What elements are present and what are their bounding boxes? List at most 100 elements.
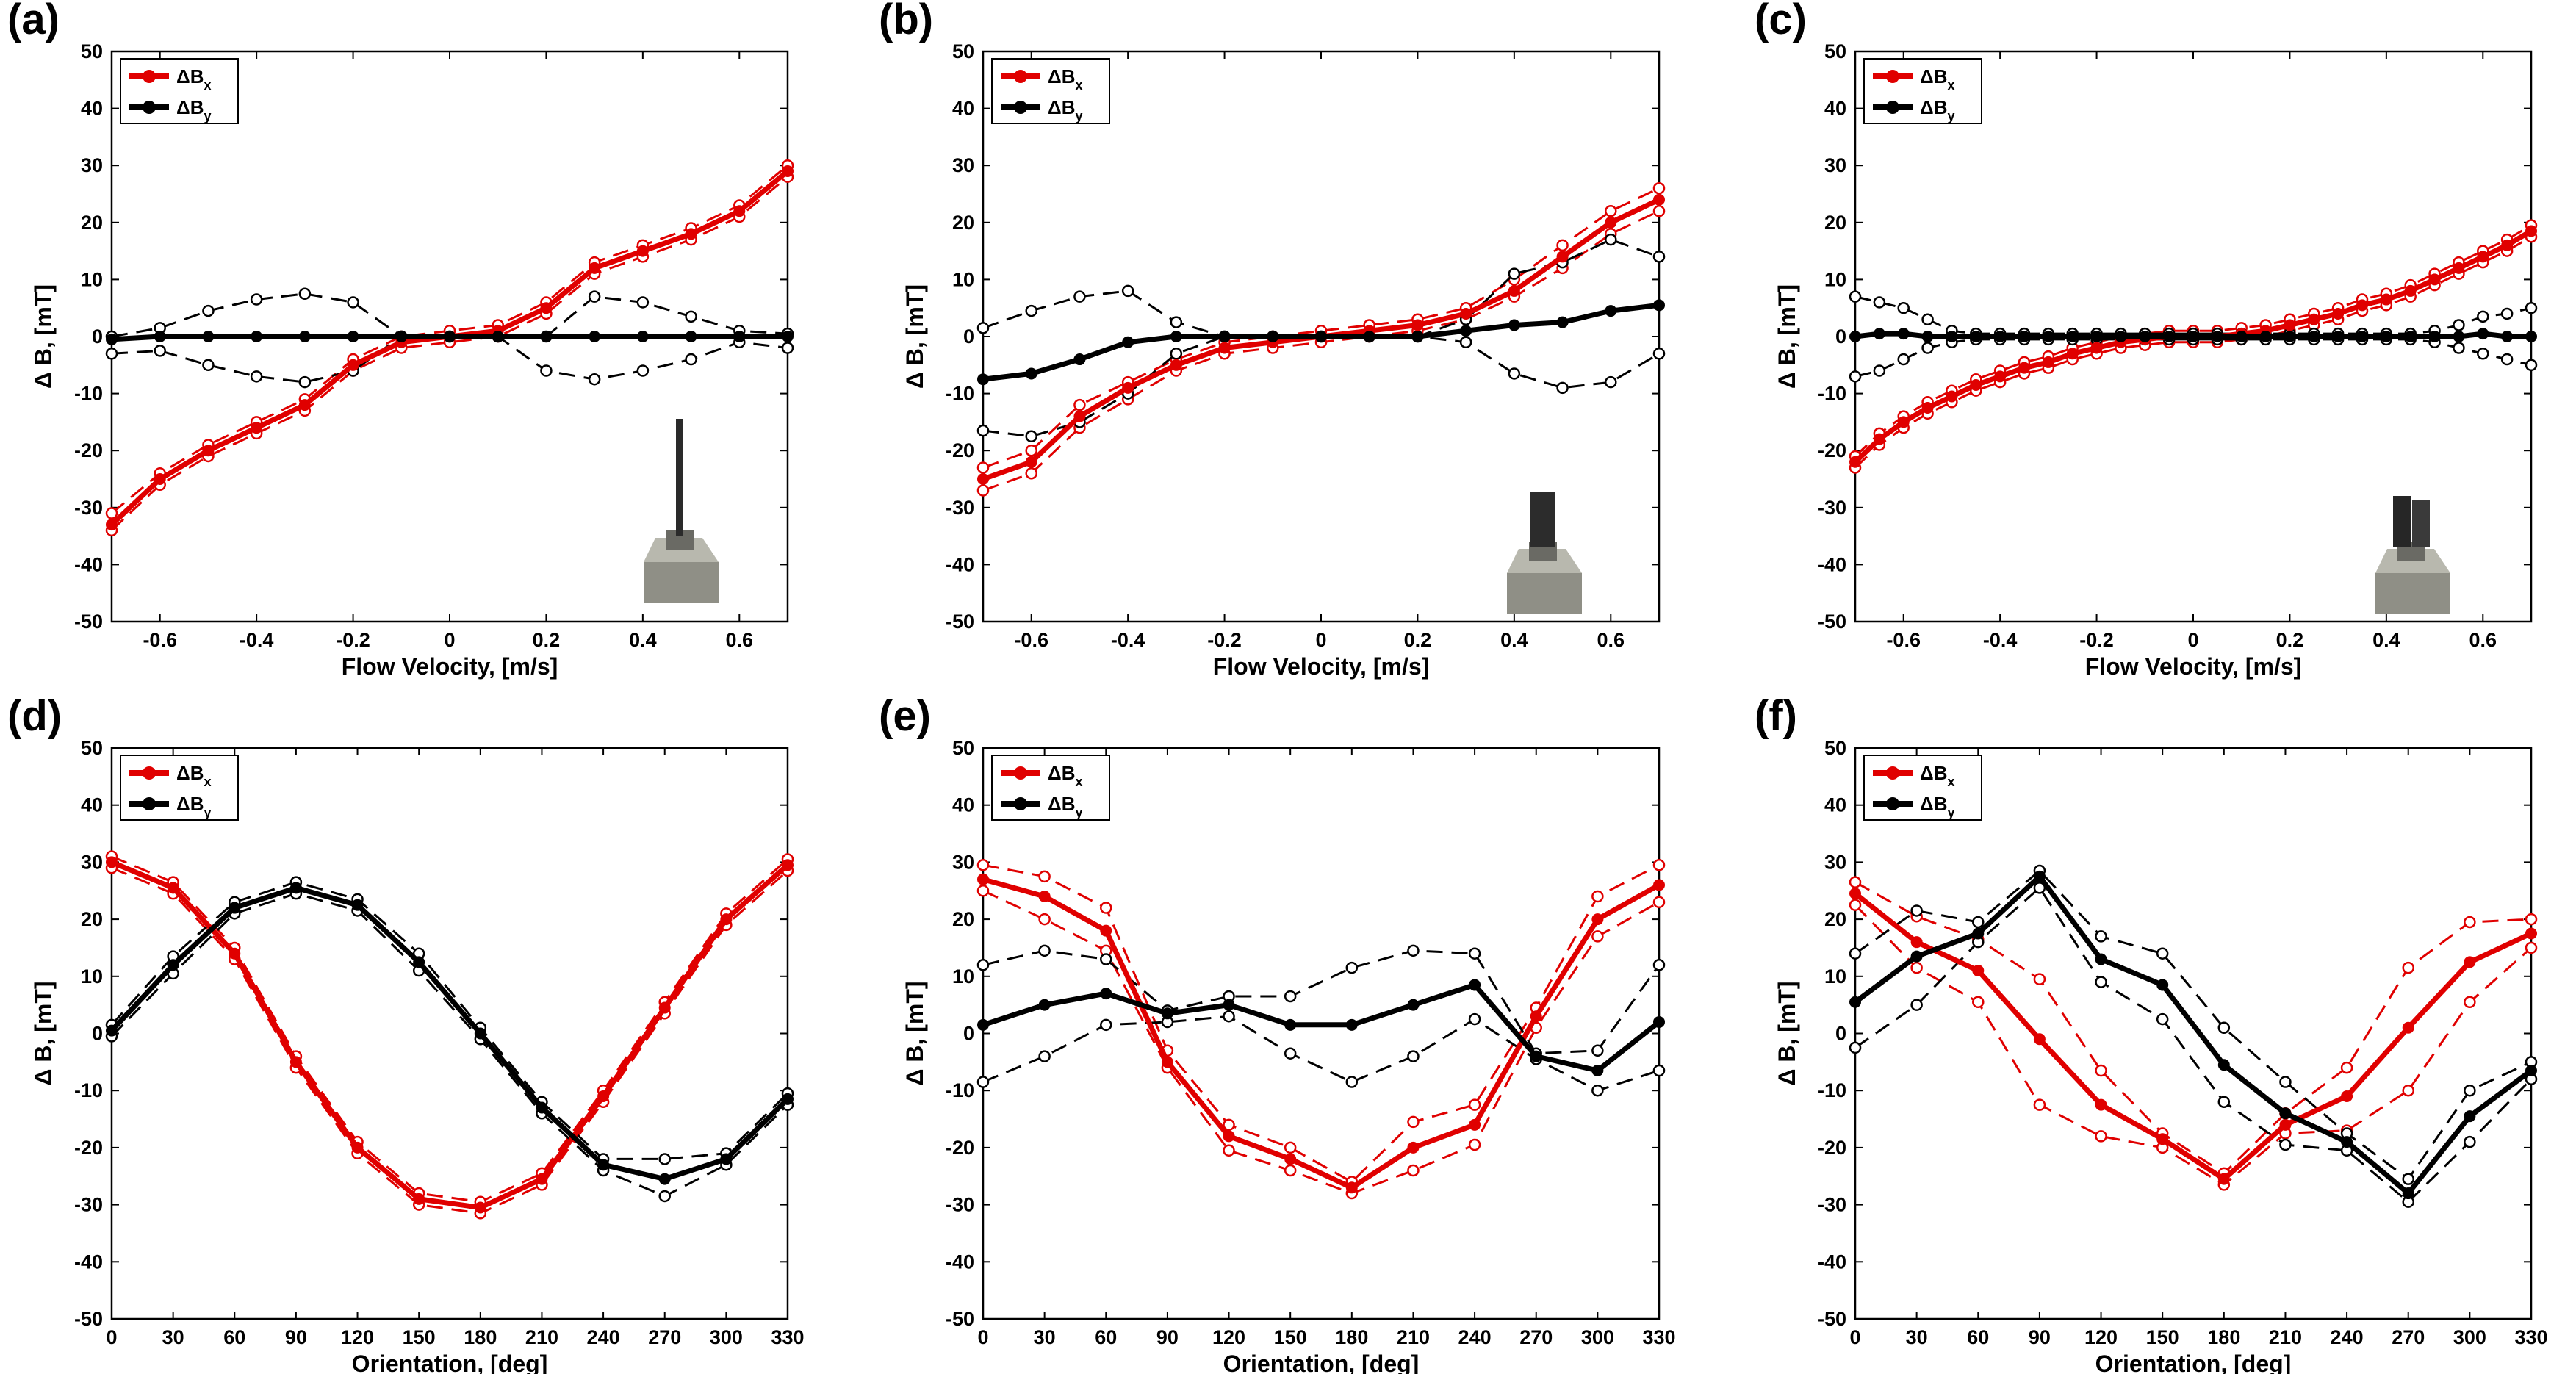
data-point: [589, 331, 601, 342]
y-tick-label: -50: [1818, 611, 1846, 633]
y-axis-label: Δ B, [mT]: [902, 981, 928, 1085]
y-tick-label: 10: [952, 268, 974, 290]
series-line: [1854, 904, 2532, 1186]
data-point: [976, 461, 990, 474]
data-point: [1653, 879, 1665, 891]
series-line: [982, 982, 1661, 1073]
data-point: [1407, 1115, 1420, 1129]
data-point: [2033, 1098, 2046, 1111]
data-point: [351, 1141, 364, 1154]
y-tick-label: -30: [1818, 1194, 1846, 1216]
legend: [991, 58, 1110, 124]
data-point: [1910, 936, 1923, 949]
data-point: [1994, 331, 2007, 342]
data-point: [2341, 1090, 2353, 1102]
y-tick-label: 0: [963, 325, 974, 348]
data-point: [2464, 956, 2476, 968]
data-point: [492, 331, 504, 342]
data-point: [1921, 313, 1934, 325]
sensor-inset-image: [644, 419, 719, 603]
data-point: [977, 1018, 989, 1031]
data-point: [1025, 367, 1037, 380]
y-tick-label: -10: [1818, 1079, 1846, 1101]
data-point: [976, 322, 990, 334]
data-point: [1223, 999, 1235, 1011]
x-tick-label: 0.4: [2372, 629, 2400, 651]
x-tick-label: 0.2: [2276, 629, 2304, 651]
legend-marker: [143, 70, 156, 83]
data-point: [658, 1190, 671, 1203]
data-point: [2156, 979, 2169, 991]
data-point: [2464, 1135, 2476, 1148]
y-axis-label: Δ B, [mT]: [902, 284, 928, 389]
data-point: [2402, 1021, 2414, 1034]
data-point: [1468, 947, 1481, 960]
x-tick-label: 0.6: [1597, 629, 1625, 651]
data-point: [2279, 1076, 2292, 1088]
data-point: [1873, 296, 1886, 309]
data-point: [202, 359, 215, 372]
data-point: [720, 1153, 733, 1165]
y-tick-label: 20: [81, 908, 103, 930]
data-point: [1508, 267, 1521, 280]
data-point: [2464, 916, 2476, 929]
x-tick-label: -0.6: [1014, 629, 1048, 651]
data-point: [413, 956, 425, 968]
x-axis-label: Orientation, [deg]: [352, 1350, 548, 1374]
data-point: [1038, 999, 1051, 1011]
data-point: [2139, 331, 2151, 342]
x-tick-label: 270: [1519, 1326, 1553, 1348]
series-line: [110, 881, 789, 1160]
data-point: [536, 1101, 548, 1114]
data-point: [976, 885, 990, 897]
data-point: [347, 359, 359, 371]
data-point: [1223, 1130, 1235, 1143]
legend-marker: [1014, 797, 1027, 810]
x-tick-label: -0.2: [1207, 629, 1242, 651]
data-point: [781, 342, 794, 354]
data-point: [1038, 944, 1051, 957]
data-point: [733, 331, 746, 342]
data-point: [1897, 353, 1910, 366]
data-point: [2380, 331, 2392, 342]
data-point: [1407, 1164, 1420, 1177]
data-point: [685, 353, 697, 366]
data-point: [1025, 304, 1037, 317]
chart-panel-2: (b) -50 -40 -30 -20 -10 0 10 20 30 40 50 -0.6 -0.4 -0.…: [879, 0, 1666, 680]
y-tick-label: 30: [952, 154, 974, 176]
data-point: [1591, 930, 1604, 943]
data-point: [1591, 890, 1604, 903]
data-point: [154, 473, 166, 485]
data-point: [1652, 859, 1666, 871]
series-line: [1853, 891, 2533, 1182]
data-point: [1970, 378, 1982, 391]
series-line: [111, 855, 788, 1204]
legend-marker: [1014, 766, 1027, 780]
x-tick-label: 270: [2392, 1326, 2425, 1348]
data-point: [1897, 416, 1910, 428]
y-tick-label: -20: [946, 1137, 974, 1159]
data-point: [1556, 239, 1569, 252]
data-point: [1363, 331, 1375, 342]
data-point: [251, 331, 263, 342]
sensor-inset-image: [1507, 492, 1582, 614]
data-point: [2464, 1110, 2476, 1123]
y-axis-label: Δ B, [mT]: [30, 284, 57, 389]
data-point: [1121, 284, 1134, 298]
data-point: [1910, 950, 1923, 963]
y-tick-label: 20: [81, 212, 103, 234]
data-point: [1315, 331, 1327, 342]
data-point: [2217, 1059, 2230, 1071]
data-point: [167, 882, 179, 894]
series-line: [110, 176, 788, 531]
data-point: [347, 331, 359, 342]
sensor-inset-image: [2375, 496, 2450, 614]
series-line: [1853, 874, 2533, 1196]
data-point: [540, 302, 553, 314]
data-point: [2402, 961, 2414, 974]
data-point: [202, 445, 215, 457]
y-tick-label: -50: [946, 611, 974, 633]
data-point: [2033, 870, 2046, 882]
data-point: [1849, 996, 1861, 1008]
legend-marker: [1886, 766, 1899, 780]
